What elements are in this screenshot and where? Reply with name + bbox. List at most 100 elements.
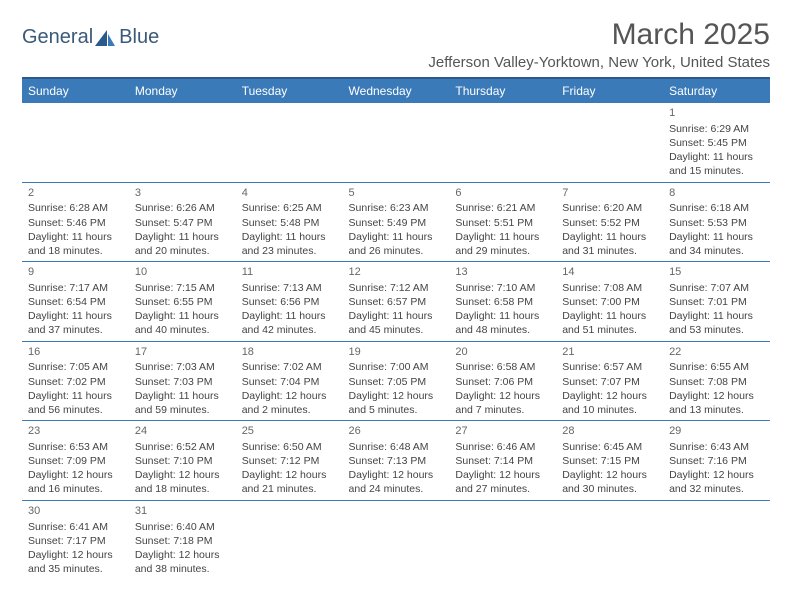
day-number: 31 xyxy=(135,504,230,519)
day-header: Saturday xyxy=(663,78,770,103)
calendar-cell: 8Sunrise: 6:18 AMSunset: 5:53 PMDaylight… xyxy=(663,182,770,262)
day-number: 11 xyxy=(242,265,337,280)
sunrise-line: Sunrise: 6:21 AM xyxy=(455,201,550,215)
calendar-cell: 10Sunrise: 7:15 AMSunset: 6:55 PMDayligh… xyxy=(129,262,236,342)
calendar-cell xyxy=(236,103,343,182)
daylight-line: Daylight: 11 hours and 20 minutes. xyxy=(135,230,230,258)
day-number: 23 xyxy=(28,424,123,439)
calendar-cell: 13Sunrise: 7:10 AMSunset: 6:58 PMDayligh… xyxy=(449,262,556,342)
calendar-cell: 1Sunrise: 6:29 AMSunset: 5:45 PMDaylight… xyxy=(663,103,770,182)
daylight-line: Daylight: 11 hours and 23 minutes. xyxy=(242,230,337,258)
calendar-cell: 25Sunrise: 6:50 AMSunset: 7:12 PMDayligh… xyxy=(236,421,343,501)
day-number: 30 xyxy=(28,504,123,519)
sunset-line: Sunset: 7:13 PM xyxy=(349,454,444,468)
calendar-cell: 2Sunrise: 6:28 AMSunset: 5:46 PMDaylight… xyxy=(22,182,129,262)
sunset-line: Sunset: 7:17 PM xyxy=(28,534,123,548)
daylight-line: Daylight: 11 hours and 48 minutes. xyxy=(455,309,550,337)
logo: General Blue xyxy=(22,18,159,49)
sunrise-line: Sunrise: 6:45 AM xyxy=(562,440,657,454)
day-number: 18 xyxy=(242,345,337,360)
calendar-cell: 9Sunrise: 7:17 AMSunset: 6:54 PMDaylight… xyxy=(22,262,129,342)
day-number: 28 xyxy=(562,424,657,439)
daylight-line: Daylight: 11 hours and 31 minutes. xyxy=(562,230,657,258)
daylight-line: Daylight: 12 hours and 27 minutes. xyxy=(455,468,550,496)
day-number: 6 xyxy=(455,186,550,201)
day-number: 3 xyxy=(135,186,230,201)
sunset-line: Sunset: 5:48 PM xyxy=(242,216,337,230)
calendar-cell xyxy=(129,103,236,182)
sunset-line: Sunset: 5:53 PM xyxy=(669,216,764,230)
sunrise-line: Sunrise: 7:03 AM xyxy=(135,360,230,374)
day-number: 22 xyxy=(669,345,764,360)
day-number: 17 xyxy=(135,345,230,360)
calendar-body: 1Sunrise: 6:29 AMSunset: 5:45 PM Daylight… xyxy=(22,103,770,579)
sunrise-line: Sunrise: 6:46 AM xyxy=(455,440,550,454)
calendar-cell: 30Sunrise: 6:41 AMSunset: 7:17 PMDayligh… xyxy=(22,500,129,579)
logo-text-a: General xyxy=(22,26,93,49)
sunrise-line: Sunrise: 6:50 AM xyxy=(242,440,337,454)
sunset-line: Sunset: 5:47 PM xyxy=(135,216,230,230)
day-number: 1 xyxy=(669,106,764,121)
calendar-row: 30Sunrise: 6:41 AMSunset: 7:17 PMDayligh… xyxy=(22,500,770,579)
sunset-line: Sunset: 7:08 PM xyxy=(669,375,764,389)
title-block: March 2025 Jefferson Valley-Yorktown, Ne… xyxy=(428,18,770,71)
calendar-cell xyxy=(556,500,663,579)
day-number: 20 xyxy=(455,345,550,360)
sunrise-line: Sunrise: 6:28 AM xyxy=(28,201,123,215)
sunset-line: Sunset: 5:45 PM xyxy=(669,136,764,150)
sunset-line: Sunset: 6:56 PM xyxy=(242,295,337,309)
sunset-line: Sunset: 7:15 PM xyxy=(562,454,657,468)
calendar-table: SundayMondayTuesdayWednesdayThursdayFrid… xyxy=(22,77,770,579)
sunrise-line: Sunrise: 6:25 AM xyxy=(242,201,337,215)
daylight-line: Daylight: 12 hours and 21 minutes. xyxy=(242,468,337,496)
sunrise-line: Sunrise: 6:29 AM xyxy=(669,122,764,136)
sunrise-line: Sunrise: 7:05 AM xyxy=(28,360,123,374)
sunrise-line: Sunrise: 6:57 AM xyxy=(562,360,657,374)
sunset-line: Sunset: 7:02 PM xyxy=(28,375,123,389)
sunrise-line: Sunrise: 6:18 AM xyxy=(669,201,764,215)
sunset-line: Sunset: 6:55 PM xyxy=(135,295,230,309)
sunset-line: Sunset: 7:07 PM xyxy=(562,375,657,389)
day-number: 16 xyxy=(28,345,123,360)
calendar-cell: 11Sunrise: 7:13 AMSunset: 6:56 PMDayligh… xyxy=(236,262,343,342)
daylight-line: Daylight: 11 hours and 26 minutes. xyxy=(349,230,444,258)
sunset-line: Sunset: 7:03 PM xyxy=(135,375,230,389)
month-title: March 2025 xyxy=(428,18,770,52)
calendar-cell: 3Sunrise: 6:26 AMSunset: 5:47 PMDaylight… xyxy=(129,182,236,262)
sunrise-line: Sunrise: 6:52 AM xyxy=(135,440,230,454)
calendar-cell: 7Sunrise: 6:20 AMSunset: 5:52 PMDaylight… xyxy=(556,182,663,262)
day-header: Thursday xyxy=(449,78,556,103)
sunrise-line: Sunrise: 7:07 AM xyxy=(669,281,764,295)
calendar-cell xyxy=(449,103,556,182)
logo-text-b: Blue xyxy=(119,26,159,49)
sunset-line: Sunset: 6:54 PM xyxy=(28,295,123,309)
sunrise-line: Sunrise: 7:17 AM xyxy=(28,281,123,295)
day-header: Friday xyxy=(556,78,663,103)
calendar-cell: 16Sunrise: 7:05 AMSunset: 7:02 PMDayligh… xyxy=(22,341,129,421)
daylight-line: Daylight: 11 hours and 59 minutes. xyxy=(135,389,230,417)
sunset-line: Sunset: 5:49 PM xyxy=(349,216,444,230)
calendar-row: 23Sunrise: 6:53 AMSunset: 7:09 PM Dayligh… xyxy=(22,421,770,501)
calendar-cell: 28Sunrise: 6:45 AMSunset: 7:15 PMDayligh… xyxy=(556,421,663,501)
daylight-line: Daylight: 11 hours and 51 minutes. xyxy=(562,309,657,337)
calendar-cell xyxy=(236,500,343,579)
sunset-line: Sunset: 7:06 PM xyxy=(455,375,550,389)
location: Jefferson Valley-Yorktown, New York, Uni… xyxy=(428,54,770,71)
daylight-line: Daylight: 12 hours and 24 minutes. xyxy=(349,468,444,496)
calendar-row: 9Sunrise: 7:17 AMSunset: 6:54 PMDaylight… xyxy=(22,262,770,342)
daylight-line: Daylight: 12 hours and 38 minutes. xyxy=(135,548,230,576)
sunset-line: Sunset: 7:05 PM xyxy=(349,375,444,389)
calendar-cell: 4Sunrise: 6:25 AMSunset: 5:48 PMDaylight… xyxy=(236,182,343,262)
sunrise-line: Sunrise: 7:13 AM xyxy=(242,281,337,295)
calendar-cell: 12Sunrise: 7:12 AMSunset: 6:57 PMDayligh… xyxy=(343,262,450,342)
day-number: 26 xyxy=(349,424,444,439)
day-number: 29 xyxy=(669,424,764,439)
sunset-line: Sunset: 5:52 PM xyxy=(562,216,657,230)
daylight-line: Daylight: 11 hours and 56 minutes. xyxy=(28,389,123,417)
day-number: 27 xyxy=(455,424,550,439)
calendar-row: 1Sunrise: 6:29 AMSunset: 5:45 PMDaylight… xyxy=(22,103,770,182)
sunrise-line: Sunrise: 6:53 AM xyxy=(28,440,123,454)
sunset-line: Sunset: 7:09 PM xyxy=(28,454,123,468)
sunset-line: Sunset: 6:58 PM xyxy=(455,295,550,309)
calendar-cell: 22Sunrise: 6:55 AMSunset: 7:08 PMDayligh… xyxy=(663,341,770,421)
